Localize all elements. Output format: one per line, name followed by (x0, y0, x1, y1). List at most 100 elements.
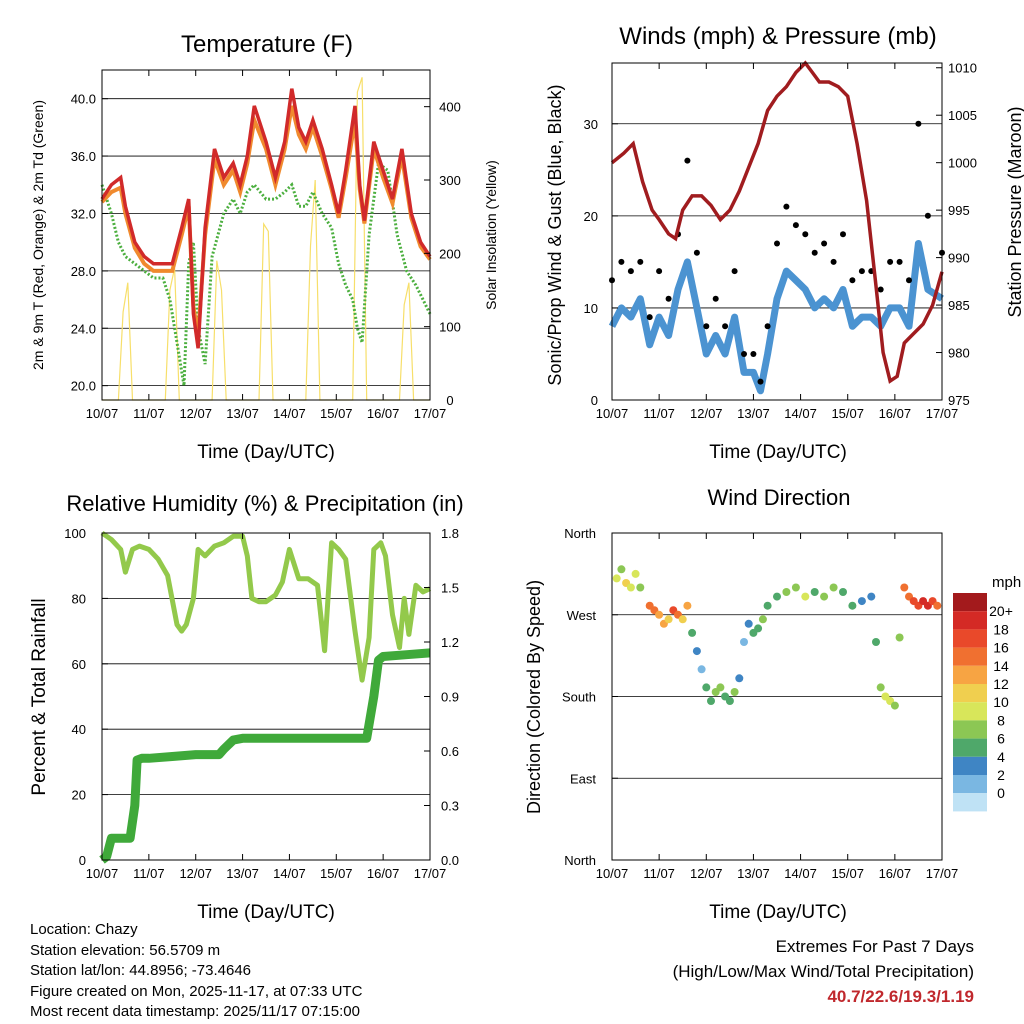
y2-tick-label: 1.2 (441, 635, 459, 650)
direction-point (857, 597, 866, 606)
winds-series (608, 60, 945, 395)
direction-point (688, 628, 697, 637)
direction-point (678, 615, 687, 624)
gust-point (722, 323, 729, 330)
direction-point (839, 588, 847, 596)
x-tick-label: 14/07 (784, 866, 817, 881)
x-tick-label: 10/07 (596, 406, 629, 421)
y-tick-label: 20 (72, 788, 86, 803)
gust-point (830, 258, 837, 265)
direction-title: Wind Direction (707, 485, 850, 510)
speed-legend: mph 20+ 18 16 14 12 10 8 6 4 2 0 (953, 574, 1021, 812)
y-tick-label: 20 (584, 209, 598, 224)
y2-tick-label: 980 (948, 346, 970, 361)
legend-swatch (953, 738, 987, 757)
gust-point (924, 212, 931, 219)
gust-point (637, 258, 644, 265)
x-tick-label: 11/07 (133, 406, 165, 421)
x-tick-label: 12/07 (690, 406, 723, 421)
direction-xlabel: Time (Day/UTC) (709, 902, 847, 923)
direction-point (725, 697, 734, 705)
direction-point (890, 701, 899, 710)
gust-point (750, 351, 757, 357)
gust-point (757, 378, 764, 385)
direction-ylabel-left: Direction (Colored By Speed) (524, 580, 544, 814)
direction-point (702, 683, 711, 692)
legend-label: 20+ (989, 603, 1013, 619)
direction-point (740, 638, 748, 646)
x-tick-label: 13/07 (226, 406, 259, 421)
humidity-series (99, 530, 432, 864)
y-tick-label: 60 (72, 657, 86, 672)
legend-label: 4 (997, 749, 1005, 765)
winds-ticks: 0 10 20 30 975 980 985 990 995 1000 1005 1010 10/07 1… (584, 61, 977, 421)
solar-insolation-line (102, 77, 430, 401)
x-tick-label: 10/07 (596, 866, 629, 881)
y2-tick-label: 995 (948, 203, 970, 218)
gust-point (887, 258, 894, 265)
direction-point (716, 683, 725, 692)
y2-tick-label: 0.9 (441, 690, 459, 705)
x-tick-label: 15/07 (831, 866, 864, 881)
extremes-values: 40.7/22.6/19.3/1.19 (827, 987, 974, 1006)
extremes-subheading: (High/Low/Max Wind/Total Precipitation) (672, 962, 974, 981)
y-tick-label: 0 (79, 853, 86, 868)
x-tick-label: 15/07 (320, 866, 353, 881)
temp-2m-line (100, 88, 432, 349)
gust-point (802, 231, 809, 238)
gust-point (764, 323, 771, 330)
direction-point (612, 574, 621, 583)
legend-swatch (953, 593, 987, 612)
y2-tick-label: 1.8 (441, 526, 459, 541)
gust-point (906, 277, 912, 284)
station-elevation: Station elevation: 56.5709 m (30, 941, 221, 959)
y2-tick-label: 0 (446, 393, 453, 408)
direction-point (782, 588, 791, 596)
x-tick-label: 16/07 (879, 406, 912, 421)
direction-panel: Wind Direction NorthEastSouthWestNorth10… (524, 485, 1021, 923)
legend-swatch (953, 775, 987, 794)
x-tick-label: 12/07 (690, 866, 723, 881)
x-tick-label: 17/07 (414, 866, 447, 881)
direction-point (876, 683, 885, 692)
x-tick-label: 10/07 (86, 866, 119, 881)
x-tick-label: 16/07 (367, 406, 400, 421)
x-tick-label: 15/07 (320, 406, 353, 421)
x-tick-label: 11/07 (643, 406, 675, 421)
gust-point (915, 120, 922, 127)
direction-point (697, 665, 706, 674)
x-tick-label: 13/07 (737, 406, 770, 421)
y2-tick-label: 1005 (948, 108, 977, 123)
y2-tick-label: 0.6 (441, 744, 459, 759)
y2-tick-label: 985 (948, 298, 970, 313)
gust-point (811, 249, 818, 256)
x-tick-label: 12/07 (179, 406, 212, 421)
gust-point (896, 258, 903, 265)
legend-swatch (953, 647, 987, 666)
gust-point (627, 268, 634, 275)
direction-point (763, 601, 772, 610)
direction-point (744, 619, 753, 628)
winds-ylabel-left: Sonic/Prop Wind & Gust (Blue, Black) (545, 84, 565, 385)
extremes-heading: Extremes For Past 7 Days (775, 937, 974, 956)
y-tick-label: 20.0 (71, 379, 96, 394)
legend-swatch (953, 720, 987, 739)
gust-point (618, 258, 625, 265)
winds-title: Winds (mph) & Pressure (mb) (619, 23, 936, 50)
direction-point (617, 565, 626, 574)
humidity-ylabel-left: Percent & Total Rainfall (29, 598, 50, 795)
legend-swatch (953, 665, 987, 684)
y-tick-label: 80 (72, 591, 86, 606)
gust-point (774, 240, 780, 247)
y2-tick-label: 975 (948, 393, 970, 408)
direction-point (829, 583, 838, 592)
gust-point (840, 231, 846, 238)
y-tick-label: 0 (591, 393, 598, 408)
legend-swatch (953, 756, 987, 775)
y-tick-label: 100 (64, 526, 86, 541)
temperature-title: Temperature (F) (181, 31, 353, 58)
gust-point (821, 240, 828, 247)
y-tick-label: 30 (584, 117, 598, 132)
humidity-title: Relative Humidity (%) & Precipitation (i… (66, 491, 463, 516)
y2-tick-label: 200 (439, 246, 461, 261)
